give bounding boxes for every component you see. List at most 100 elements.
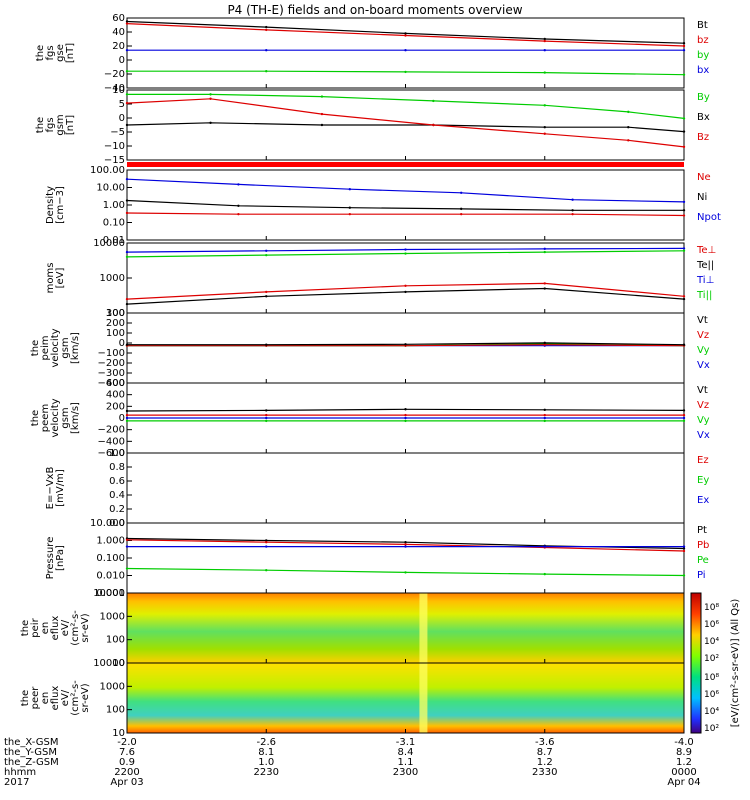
data-point-Te⊥ [125, 297, 129, 301]
data-point-bx [682, 73, 686, 76]
y-axis-label-line: gsm [60, 337, 71, 358]
legend-entry: Pt [697, 525, 707, 536]
legend-entry: Npot [697, 212, 721, 223]
y-tick-label: 1000 [100, 611, 125, 622]
footer-value: 1.2 [537, 757, 553, 768]
data-point-Vz [543, 413, 546, 417]
data-point-Ni [125, 199, 129, 202]
y-axis-label-line: [mV/m] [55, 469, 66, 507]
data-point-By [432, 99, 435, 103]
y-axis-label-line: velocity [50, 398, 61, 437]
legend-entry: Vz [697, 400, 709, 411]
series-line-Bx [126, 122, 685, 133]
data-point-Ti|| [265, 253, 268, 257]
legend-entry: Ey [697, 475, 709, 486]
data-point-Pi [404, 545, 407, 548]
data-point-Vt [682, 343, 686, 346]
y-axis-label-line: the [30, 340, 41, 356]
y-tick-label: 10 [112, 85, 125, 96]
legend-entry: bx [697, 65, 709, 76]
y-axis-label-line: velocity [50, 328, 61, 367]
y-axis-label-2: Density [cm−3] [45, 186, 66, 224]
data-point-Bt [125, 20, 129, 23]
data-point-Bx [543, 125, 546, 129]
y-tick-label: 100 [106, 308, 125, 319]
data-point-Vy [265, 419, 268, 423]
y-axis-label-line: [nPa] [55, 545, 66, 571]
y-axis-label-line: eV/ [60, 689, 71, 706]
y-tick-label: 100.00 [90, 165, 125, 176]
data-point-Ne [571, 212, 574, 216]
data-point-Vy [404, 419, 407, 423]
colorbar-tick: 10⁴ [704, 637, 719, 647]
y-tick-label: −400 [98, 436, 125, 447]
legend-entry: By [697, 92, 710, 103]
data-point-Ni [460, 207, 463, 211]
data-point-Vt [265, 409, 268, 412]
footer-value: 8.1 [258, 747, 274, 758]
y-axis-label-line: peir [30, 617, 41, 637]
colorbar-tick: 10⁸ [704, 603, 719, 613]
footer-value: 2200 [114, 767, 139, 778]
footer-value: Apr 03 [110, 777, 143, 788]
data-point-Vt [543, 341, 546, 345]
y-axis-label-line: the [35, 117, 46, 133]
data-point-Te|| [682, 297, 686, 301]
y-axis-label-3: moms [eV] [45, 263, 66, 294]
y-axis-label-line: Density [45, 186, 56, 224]
x-tick-label: -3.6 [535, 737, 555, 748]
data-point-By [682, 117, 686, 120]
panel-frame-4 [126, 312, 685, 384]
y-axis-label-6: E=−VxB [mV/m] [45, 467, 66, 510]
y-tick-label: 0.2 [109, 504, 125, 515]
y-tick-label: −400 [98, 378, 125, 389]
y-tick-label: −10 [104, 141, 125, 152]
data-point-Vz [265, 413, 268, 417]
y-tick-label: 0 [119, 55, 125, 66]
footer-value: 1.2 [676, 757, 692, 768]
y-axis-label-line: eV/ [60, 619, 71, 636]
data-point-Ti|| [543, 250, 546, 254]
data-point-Vx [543, 416, 546, 420]
footer-value: 8.9 [676, 747, 692, 758]
footer-value: 7.6 [119, 747, 135, 758]
y-tick-label: −5 [110, 127, 125, 138]
data-point-Ni [348, 206, 351, 209]
data-point-Bx [627, 125, 630, 129]
data-point-Vz [404, 413, 407, 417]
x-tick-label: -3.1 [396, 737, 416, 748]
data-point-Ti|| [404, 252, 407, 255]
data-point-Vz [682, 413, 686, 417]
data-point-Ne [682, 214, 686, 217]
data-point-By [543, 104, 546, 107]
y-tick-label: 0 [119, 113, 125, 124]
y-axis-label-5: the peem velocity gsm [km/s] [30, 398, 81, 437]
y-axis-label-line: the [20, 690, 31, 706]
footer-value: 2230 [254, 767, 279, 778]
data-point-By [627, 110, 630, 114]
legend-entry: Ez [697, 455, 709, 466]
y-tick-label: −40 [104, 83, 125, 94]
data-point-Npot [571, 198, 574, 201]
y-axis-label-8: the peir en eflux eV/(cm²-s-sr-eV) [20, 610, 91, 646]
data-point-Npot [460, 191, 463, 194]
y-tick-label: 0.8 [109, 462, 125, 473]
y-tick-label: 400 [106, 390, 125, 401]
legend-entry: Ex [697, 495, 709, 506]
footer-value: 8.4 [398, 747, 414, 758]
y-axis-label-line: [cm−3] [55, 186, 66, 224]
data-point-bx [404, 70, 407, 74]
y-axis-label-4: the peim velocity gsm [km/s] [30, 328, 81, 367]
y-tick-label: −200 [98, 358, 125, 369]
footer-value: 0000 [671, 767, 696, 778]
y-tick-label: 0.4 [109, 490, 125, 501]
data-point-Ti⊥ [543, 247, 546, 251]
data-point-Bx [682, 130, 686, 133]
y-axis-label-line: en [40, 692, 51, 705]
spectrogram-8 [127, 593, 684, 663]
data-point-Npot [682, 200, 686, 204]
legend-entry: Vx [697, 430, 710, 441]
data-point-Pb [265, 540, 268, 544]
y-tick-label: 10 [112, 658, 125, 669]
y-axis-label-line: en [40, 622, 51, 635]
